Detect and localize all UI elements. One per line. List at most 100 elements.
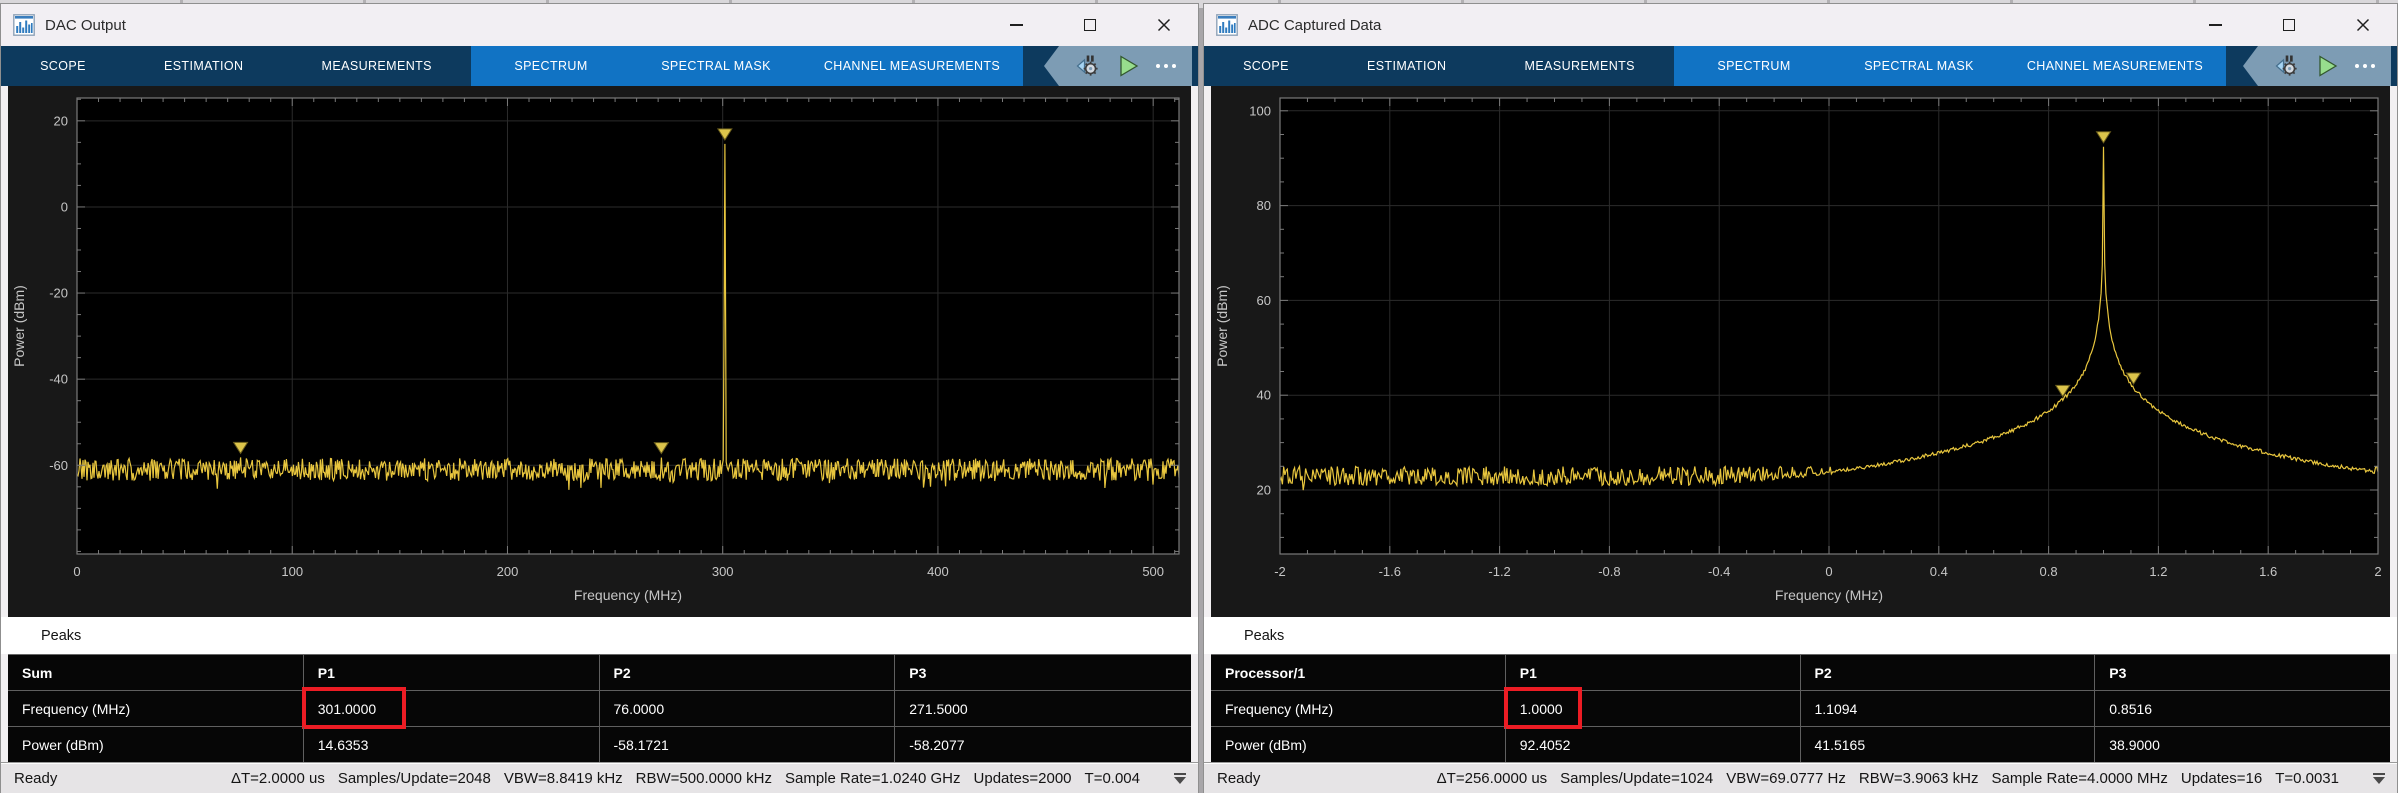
- status-metric: VBW=69.0777 Hz: [1726, 770, 1846, 787]
- cell-frequency-p1: 1.0000: [1506, 691, 1801, 727]
- x-tick-label: -2: [1274, 564, 1286, 579]
- tab-scope[interactable]: SCOPE: [1231, 46, 1301, 86]
- tab-spectral-mask[interactable]: SPECTRAL MASK: [1834, 46, 2004, 86]
- cell-frequency-p2: 1.1094: [1801, 691, 2096, 727]
- window-adc-captured-data: ADC Captured Data SCOPE ESTIMATION MEASU…: [1203, 3, 2398, 793]
- tabgroup-scope: SCOPE ESTIMATION MEASUREMENTS: [1204, 46, 1674, 86]
- x-tick-label: -1.2: [1488, 564, 1510, 579]
- minimize-button[interactable]: [994, 4, 1038, 46]
- dock-icon[interactable]: [1170, 769, 1190, 789]
- tab-channel-measurements[interactable]: CHANNEL MEASUREMENTS: [2004, 46, 2226, 86]
- play-icon: [2316, 54, 2340, 78]
- row-power-label: Power (dBm): [1211, 727, 1506, 763]
- status-metric: Samples/Update=1024: [1560, 770, 1713, 787]
- x-tick-label: 0.8: [2040, 564, 2058, 579]
- peaks-table: Sum P1 P2 P3 Frequency (MHz) 301.0000 76…: [8, 654, 1191, 762]
- y-tick-label: 20: [54, 113, 68, 128]
- col-header-source: Processor/1: [1211, 655, 1506, 691]
- status-metric: RBW=3.9063 kHz: [1859, 770, 1979, 787]
- status-metrics: ΔT=256.0000 us Samples/Update=1024 VBW=69.…: [1424, 763, 2339, 793]
- dac-spectrum-chart[interactable]: 200-20-40-600100200300400500Frequency (M…: [8, 86, 1193, 617]
- status-metric: VBW=8.8419 kHz: [504, 770, 623, 787]
- col-header-p3: P3: [895, 655, 1191, 691]
- run-button[interactable]: [1117, 54, 1141, 78]
- status-metric: Sample Rate=1.0240 GHz: [785, 770, 961, 787]
- y-tick-label: 40: [1257, 388, 1271, 403]
- gear-step-icon: [1074, 52, 1102, 80]
- scope-app-icon: [13, 14, 35, 36]
- col-header-p1: P1: [304, 655, 600, 691]
- maximize-button[interactable]: [2267, 4, 2311, 46]
- y-tick-label: -60: [49, 458, 68, 473]
- x-tick-label: 2: [2374, 564, 2381, 579]
- step-settings-button[interactable]: [2273, 52, 2301, 80]
- cell-frequency-p3: 271.5000: [895, 691, 1191, 727]
- status-metric: RBW=500.0000 kHz: [636, 770, 772, 787]
- gear-step-icon: [2273, 52, 2301, 80]
- close-icon: [2356, 18, 2370, 32]
- tab-spectral-mask[interactable]: SPECTRAL MASK: [631, 46, 801, 86]
- x-tick-label: -0.8: [1598, 564, 1620, 579]
- x-tick-label: 1.2: [2149, 564, 2167, 579]
- tab-channel-measurements[interactable]: CHANNEL MEASUREMENTS: [801, 46, 1023, 86]
- tab-estimation[interactable]: ESTIMATION: [1355, 46, 1458, 86]
- titlebar: ADC Captured Data: [1204, 4, 2397, 46]
- status-ready: Ready: [14, 763, 57, 793]
- col-header-p3: P3: [2095, 655, 2390, 691]
- chart-zone: 200-20-40-600100200300400500Frequency (M…: [8, 86, 1191, 617]
- dock-icon[interactable]: [2369, 769, 2389, 789]
- minimize-button[interactable]: [2193, 4, 2237, 46]
- tab-spectrum[interactable]: SPECTRUM: [1674, 46, 1834, 86]
- tab-spectrum[interactable]: SPECTRUM: [471, 46, 631, 86]
- status-bar: Ready ΔT=256.0000 us Samples/Update=1024 V…: [1204, 762, 2397, 793]
- tab-estimation[interactable]: ESTIMATION: [152, 46, 255, 86]
- cell-power-p3: 38.9000: [2095, 727, 2390, 763]
- x-tick-label: 200: [497, 564, 519, 579]
- row-frequency-label: Frequency (MHz): [1211, 691, 1506, 727]
- tab-measurements[interactable]: MEASUREMENTS: [1513, 46, 1647, 86]
- cell-frequency-p1: 301.0000: [304, 691, 600, 727]
- window-title: ADC Captured Data: [1248, 4, 1381, 46]
- status-metrics: ΔT=2.0000 usSamples/Update=2048VBW=8.841…: [218, 763, 1140, 793]
- row-power-label: Power (dBm): [8, 727, 304, 763]
- status-metric: Sample Rate=4.0000 MHz: [1992, 770, 2168, 787]
- close-button[interactable]: [1142, 4, 1186, 46]
- close-button[interactable]: [2341, 4, 2385, 46]
- more-options-button[interactable]: [2355, 64, 2375, 68]
- y-axis-label: Power (dBm): [1214, 285, 1230, 367]
- status-metric: ΔT=256.0000 us: [1437, 770, 1548, 787]
- cell-frequency-p2: 76.0000: [600, 691, 896, 727]
- x-tick-label: 100: [281, 564, 303, 579]
- x-tick-label: 300: [712, 564, 734, 579]
- col-header-p1: P1: [1506, 655, 1801, 691]
- more-options-button[interactable]: [1156, 64, 1176, 68]
- cell-power-p2: -58.1721: [600, 727, 896, 763]
- row-frequency-label: Frequency (MHz): [8, 691, 304, 727]
- step-settings-button[interactable]: [1074, 52, 1102, 80]
- col-header-p2: P2: [600, 655, 896, 691]
- x-tick-label: 400: [927, 564, 949, 579]
- cell-power-p3: -58.2077: [895, 727, 1191, 763]
- y-tick-label: -40: [49, 372, 68, 387]
- tab-scope[interactable]: SCOPE: [28, 46, 98, 86]
- maximize-button[interactable]: [1068, 4, 1112, 46]
- x-tick-label: 1.6: [2259, 564, 2277, 579]
- peaks-panel-title: Peaks: [1204, 617, 2397, 654]
- cell-power-p1: 92.4052: [1506, 727, 1801, 763]
- x-tick-label: 0: [73, 564, 80, 579]
- x-tick-label: 500: [1142, 564, 1164, 579]
- titlebar: DAC Output: [1, 4, 1198, 46]
- toolstrip: SCOPE ESTIMATION MEASUREMENTS SPECTRUM S…: [1, 46, 1198, 86]
- y-tick-label: 100: [1249, 103, 1271, 118]
- tab-measurements[interactable]: MEASUREMENTS: [310, 46, 444, 86]
- cell-power-p1: 14.6353: [304, 727, 600, 763]
- status-metric: T=0.0031: [2275, 770, 2339, 787]
- run-button[interactable]: [2316, 54, 2340, 78]
- tabgroup-spectrum: SPECTRUM SPECTRAL MASK CHANNEL MEASUREME…: [471, 46, 1023, 86]
- tabgroup-scope: SCOPE ESTIMATION MEASUREMENTS: [1, 46, 471, 86]
- y-tick-label: 0: [61, 199, 68, 214]
- status-ready: Ready: [1217, 763, 1260, 793]
- play-icon: [1117, 54, 1141, 78]
- adc-spectrum-chart[interactable]: 10080604020-2-1.6-1.2-0.8-0.400.40.81.21…: [1211, 86, 2392, 617]
- col-header-source: Sum: [8, 655, 304, 691]
